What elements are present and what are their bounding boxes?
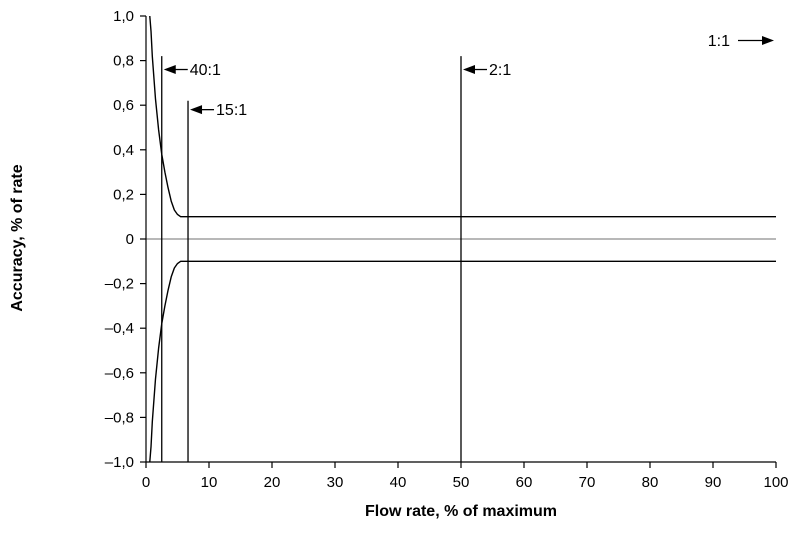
y-axis-title: Accuracy, % of rate	[9, 164, 26, 311]
x-tick-label: 40	[390, 474, 407, 491]
x-tick-label: 70	[579, 474, 596, 491]
ratio-label-40-to-1: 40:1	[190, 62, 221, 79]
y-tick-label: 0,8	[113, 53, 134, 70]
lower-accuracy-curve	[149, 260, 776, 463]
ratio-arrowhead-2-to-1	[463, 65, 475, 75]
y-tick-label: 1,0	[113, 8, 134, 25]
x-tick-label: 100	[763, 474, 788, 491]
x-axis-title: Flow rate, % of maximum	[365, 503, 557, 520]
x-tick-label: 60	[516, 474, 533, 491]
x-tick-label: 0	[142, 474, 150, 491]
ratio-arrowhead-1-to-1	[762, 36, 774, 46]
x-tick-label: 20	[264, 474, 281, 491]
ratio-arrowhead-15-to-1	[190, 105, 203, 115]
ratio-label-15-to-1: 15:1	[216, 102, 247, 119]
y-tick-label: 0,6	[113, 97, 134, 114]
ratio-label-2-to-1: 2:1	[489, 62, 511, 79]
x-tick-label: 50	[453, 474, 470, 491]
y-tick-label: 0,2	[113, 186, 134, 203]
y-tick-label: 0	[126, 231, 134, 248]
x-tick-label: 80	[642, 474, 659, 491]
x-ticks-group: 0 10 20 30 40 50 60 70 80 90 100	[142, 462, 789, 491]
y-tick-label: –0,4	[105, 320, 134, 337]
ratio-arrowhead-40-to-1	[163, 65, 176, 75]
series-group	[149, 15, 776, 463]
markers-group: 40:1 15:1 2:1 1:1	[161, 33, 774, 462]
ratio-label-1-to-1: 1:1	[708, 33, 730, 50]
x-tick-label: 30	[327, 474, 344, 491]
x-tick-label: 10	[201, 474, 218, 491]
y-tick-label: –0,2	[105, 276, 134, 293]
y-tick-label: –0,6	[105, 365, 134, 382]
upper-accuracy-curve	[149, 15, 776, 218]
y-ticks-group: 1,0 0,8 0,6 0,4 0,2 0 –0,2 –0,4 –0,6 –0,8 –1,0	[105, 8, 146, 471]
x-tick-label: 90	[705, 474, 722, 491]
y-tick-label: –1,0	[105, 454, 134, 471]
y-tick-label: –0,8	[105, 409, 134, 426]
y-tick-label: 0,4	[113, 142, 134, 159]
